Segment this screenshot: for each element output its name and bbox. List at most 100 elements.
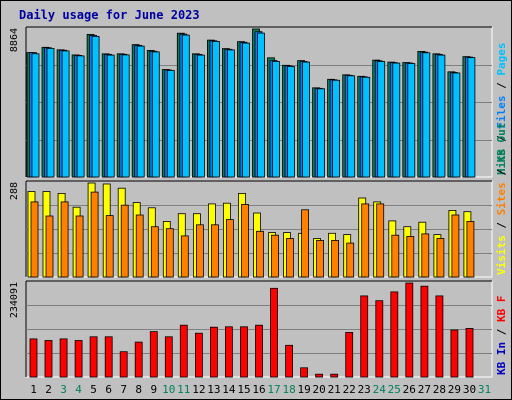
bar-kbf-day-2 bbox=[44, 340, 53, 378]
bar-kbf-day-3 bbox=[59, 338, 68, 378]
legend-entry-pages: Pages bbox=[495, 43, 508, 76]
bar-pages-day-6 bbox=[106, 54, 115, 178]
day-label-13: 13 bbox=[207, 383, 220, 396]
bar-kbf-day-5 bbox=[89, 336, 98, 378]
bar-pages-day-16 bbox=[257, 32, 265, 178]
legend: Hits / Files / Pages bbox=[495, 43, 508, 176]
day-label-24: 24 bbox=[373, 383, 387, 396]
day-label-28: 28 bbox=[433, 383, 446, 396]
bar-pages-day-2 bbox=[46, 48, 55, 178]
bar-sites-day-10 bbox=[165, 228, 174, 278]
day-labels: 1 2 3 4 5 6 7 8 9 10 11 12 13 14 15 16 17 18 19 20 21 22 23 24 2… bbox=[30, 383, 491, 396]
day-label-29: 29 bbox=[448, 383, 461, 396]
bar-kbf-day-26 bbox=[405, 282, 414, 378]
legend: KB In / KB F bbox=[495, 296, 508, 376]
bar-pages-day-17 bbox=[272, 61, 280, 178]
bar-sites-day-5 bbox=[90, 191, 99, 278]
bar-pages-day-24 bbox=[377, 61, 386, 178]
bar-kbf-day-9 bbox=[149, 331, 158, 378]
day-label-20: 20 bbox=[312, 383, 325, 396]
legend-entry-kb-in: KB In bbox=[495, 342, 508, 375]
bar-pages-day-20 bbox=[317, 88, 326, 178]
bar-pages-day-29 bbox=[452, 72, 461, 178]
day-label-11: 11 bbox=[177, 383, 190, 396]
legend-separator: / bbox=[495, 215, 508, 235]
day-label-9: 9 bbox=[150, 383, 157, 396]
bar-sites-day-4 bbox=[75, 215, 84, 278]
bar-sites-day-2 bbox=[45, 215, 54, 278]
bar-pages-day-13 bbox=[211, 41, 220, 178]
bar-sites-day-9 bbox=[150, 226, 159, 278]
bar-kbf-day-16 bbox=[255, 324, 263, 378]
legend-separator: / bbox=[495, 322, 508, 342]
y-max-label: 8864 bbox=[9, 28, 20, 52]
day-label-22: 22 bbox=[343, 383, 356, 396]
bar-kbf-day-6 bbox=[104, 336, 113, 378]
bar-kbf-day-11 bbox=[179, 324, 188, 378]
bar-sites-day-14 bbox=[225, 219, 234, 278]
bar-pages-day-5 bbox=[91, 36, 100, 178]
bar-pages-day-11 bbox=[181, 34, 190, 178]
bar-sites-day-27 bbox=[421, 233, 430, 278]
bar-sites-day-3 bbox=[60, 201, 69, 278]
day-label-25: 25 bbox=[388, 383, 401, 396]
bar-pages-day-18 bbox=[287, 66, 295, 178]
day-label-4: 4 bbox=[75, 383, 82, 396]
day-label-8: 8 bbox=[135, 383, 142, 396]
bar-sites-day-1 bbox=[30, 201, 39, 278]
bar-sites-day-19 bbox=[301, 209, 310, 278]
bar-pages-day-19 bbox=[302, 61, 311, 178]
day-label-30: 30 bbox=[463, 383, 476, 396]
legend-entry-kb-out: KB Out bbox=[495, 123, 508, 163]
bar-pages-day-9 bbox=[151, 51, 160, 178]
bar-kbf-day-28 bbox=[435, 295, 444, 378]
legend-separator: / bbox=[495, 129, 508, 149]
day-label-18: 18 bbox=[282, 383, 295, 396]
bar-pages-day-28 bbox=[437, 54, 446, 178]
bar-sites-day-24 bbox=[376, 203, 385, 278]
bar-kbf-day-25 bbox=[390, 291, 399, 378]
bar-kbf-day-22 bbox=[345, 331, 354, 378]
day-label-12: 12 bbox=[192, 383, 205, 396]
bar-kbf-day-21 bbox=[330, 373, 339, 378]
bar-pages-day-3 bbox=[61, 50, 70, 178]
bar-sites-day-30 bbox=[466, 221, 475, 278]
y-max-label: 288 bbox=[9, 182, 20, 200]
bar-kbf-day-4 bbox=[74, 340, 83, 378]
bar-kbf-day-20 bbox=[315, 373, 324, 378]
bar-pages-day-25 bbox=[392, 62, 401, 178]
bar-kbf-day-30 bbox=[465, 327, 474, 378]
bar-sites-day-23 bbox=[361, 203, 370, 278]
legend-entry-sites: Sites bbox=[495, 182, 508, 215]
bar-sites-day-28 bbox=[436, 238, 445, 278]
bar-sites-day-20 bbox=[316, 239, 325, 278]
bar-sites-day-12 bbox=[195, 224, 204, 278]
bar-pages-day-15 bbox=[242, 42, 250, 178]
bar-sites-day-18 bbox=[286, 238, 294, 278]
bar-sites-day-13 bbox=[210, 224, 219, 278]
day-label-17: 17 bbox=[267, 383, 280, 396]
bar-kbf-day-1 bbox=[29, 338, 38, 378]
bar-kbf-day-15 bbox=[240, 326, 248, 378]
bar-kbf-day-24 bbox=[375, 300, 384, 378]
day-label-21: 21 bbox=[328, 383, 341, 396]
bar-kbf-day-8 bbox=[134, 341, 143, 378]
bar-sites-day-6 bbox=[105, 215, 114, 278]
bar-kbf-day-18 bbox=[285, 344, 294, 378]
legend-separator: / bbox=[495, 76, 508, 96]
bar-kbf-day-7 bbox=[119, 351, 128, 378]
day-label-3: 3 bbox=[60, 383, 67, 396]
day-label-14: 14 bbox=[222, 383, 236, 396]
bar-pages-day-12 bbox=[196, 54, 205, 178]
bar-pages-day-21 bbox=[332, 79, 341, 178]
bar-pages-day-10 bbox=[166, 70, 175, 178]
day-label-16: 16 bbox=[252, 383, 265, 396]
bar-pages-day-26 bbox=[407, 63, 416, 178]
day-label-31: 31 bbox=[478, 383, 491, 396]
bar-sites-day-16 bbox=[256, 230, 264, 278]
day-label-15: 15 bbox=[237, 383, 250, 396]
bar-sites-day-8 bbox=[135, 214, 144, 278]
bar-sites-day-25 bbox=[391, 234, 400, 278]
hits-panel: 8864 Hits / Files / Pages bbox=[9, 26, 508, 178]
